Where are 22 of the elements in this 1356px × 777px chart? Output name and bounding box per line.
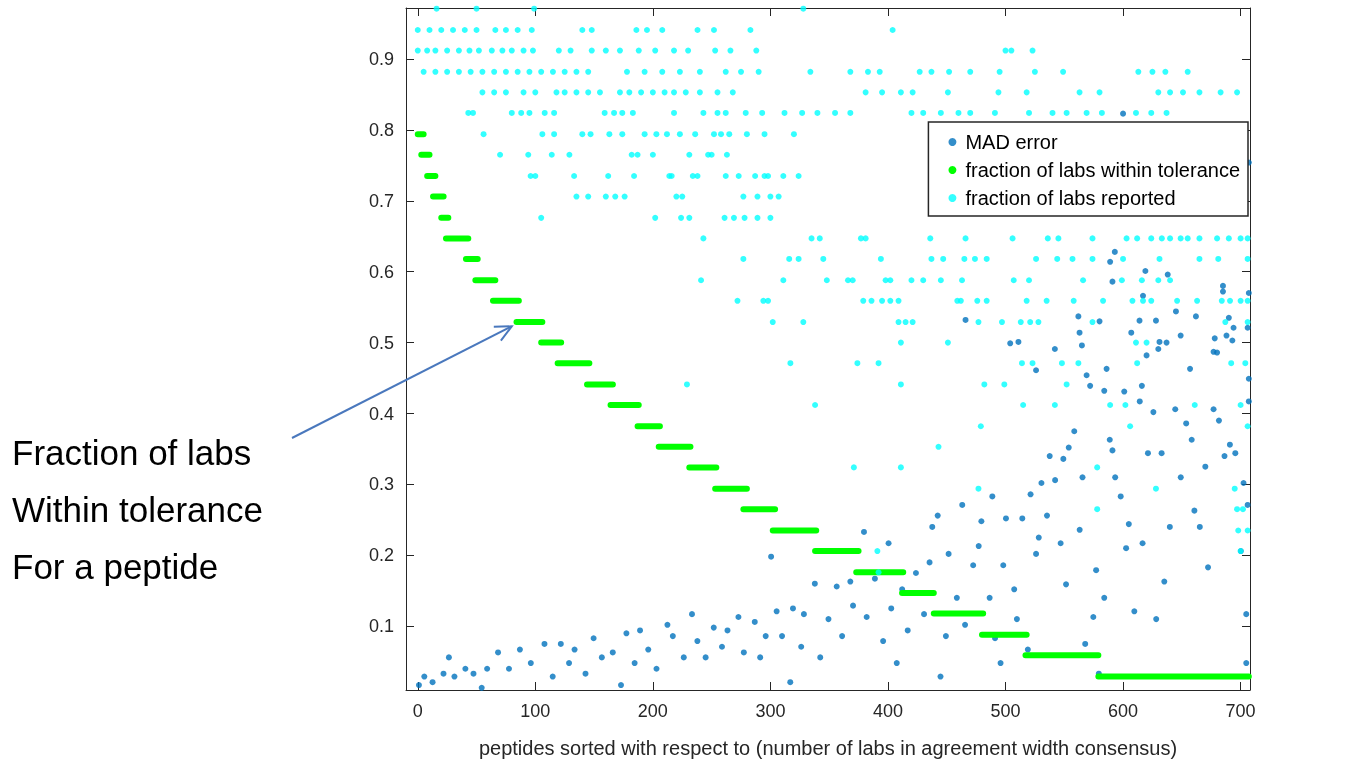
- x-tick-label: 600: [1108, 701, 1139, 721]
- y-tick-label: 0.1: [368, 616, 394, 637]
- y-tick-label: 0.6: [368, 261, 394, 282]
- y-tick-label: 0.8: [368, 119, 394, 140]
- y-tick-label: 0.4: [368, 403, 394, 424]
- legend-label: fraction of labs reported: [965, 187, 1176, 209]
- x-tick-label: 300: [755, 701, 786, 721]
- y-tick-label: 0.9: [368, 49, 394, 70]
- y-tick-label: 0.5: [368, 332, 394, 353]
- x-axis-title: peptides sorted with respect to (number of labs in agreement width consensus): [478, 737, 1178, 759]
- y-tick-label: 0.7: [368, 190, 394, 211]
- y-tick-label: 0.2: [368, 545, 394, 566]
- x-tick-label: 100: [520, 701, 551, 721]
- x-tick-label: 400: [872, 701, 903, 721]
- x-tick-label: 200: [637, 701, 668, 721]
- annotation: Fraction of labs Within tolerance For a peptide: [12, 432, 263, 588]
- legend-label: fraction of labs within tolerance: [965, 159, 1240, 181]
- legend-label: MAD error: [965, 131, 1058, 153]
- x-tick-label: 500: [990, 701, 1021, 721]
- x-tick-label: 700: [1225, 701, 1256, 721]
- x-tick-label: 0: [412, 701, 423, 721]
- y-tick-label: 0.3: [368, 474, 394, 495]
